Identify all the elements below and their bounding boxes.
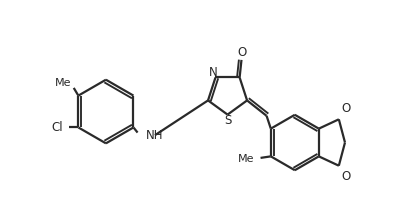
Text: Me: Me bbox=[55, 78, 72, 88]
Text: S: S bbox=[225, 114, 232, 127]
Text: N: N bbox=[209, 66, 218, 79]
Text: Cl: Cl bbox=[52, 121, 63, 134]
Text: Me: Me bbox=[238, 154, 254, 164]
Text: O: O bbox=[342, 102, 351, 115]
Text: NH: NH bbox=[146, 129, 164, 142]
Text: O: O bbox=[237, 46, 246, 59]
Text: O: O bbox=[342, 170, 351, 183]
